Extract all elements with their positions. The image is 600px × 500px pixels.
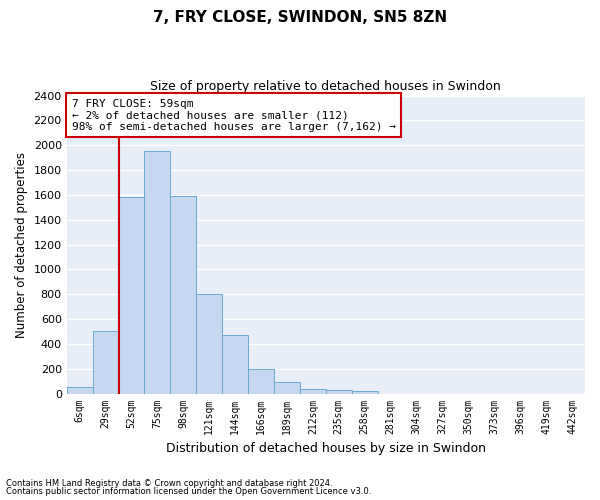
Text: Contains HM Land Registry data © Crown copyright and database right 2024.: Contains HM Land Registry data © Crown c…: [6, 478, 332, 488]
Text: Contains public sector information licensed under the Open Government Licence v3: Contains public sector information licen…: [6, 487, 371, 496]
Bar: [67, 386, 92, 394]
Text: 7 FRY CLOSE: 59sqm
← 2% of detached houses are smaller (112)
98% of semi-detache: 7 FRY CLOSE: 59sqm ← 2% of detached hous…: [72, 98, 396, 132]
Bar: [248, 368, 274, 394]
Bar: [352, 391, 377, 394]
Bar: [170, 196, 196, 394]
Bar: [119, 198, 145, 394]
Y-axis label: Number of detached properties: Number of detached properties: [15, 152, 28, 338]
Bar: [196, 294, 222, 394]
Text: 7, FRY CLOSE, SWINDON, SN5 8ZN: 7, FRY CLOSE, SWINDON, SN5 8ZN: [153, 10, 447, 25]
Title: Size of property relative to detached houses in Swindon: Size of property relative to detached ho…: [151, 80, 501, 93]
X-axis label: Distribution of detached houses by size in Swindon: Distribution of detached houses by size …: [166, 442, 486, 455]
Bar: [300, 389, 326, 394]
Bar: [326, 390, 352, 394]
Bar: [145, 152, 170, 394]
Bar: [222, 334, 248, 394]
Bar: [274, 382, 300, 394]
Bar: [92, 332, 119, 394]
